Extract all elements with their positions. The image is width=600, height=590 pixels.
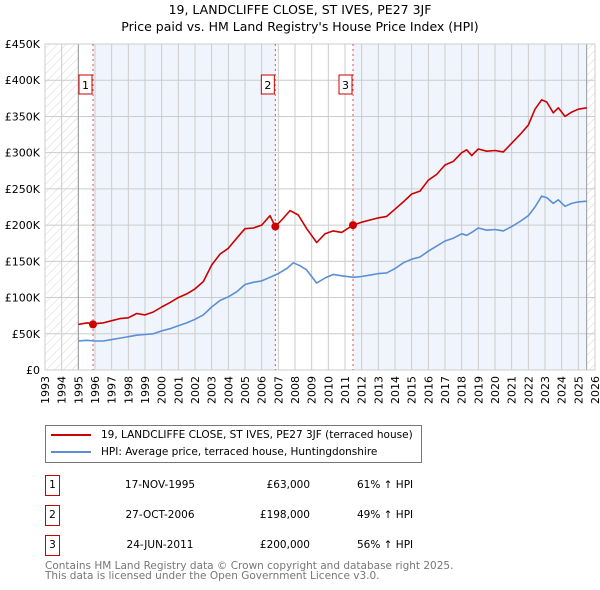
x-tick-label: 2014: [389, 376, 402, 404]
x-tick-label: 2013: [372, 376, 385, 404]
y-tick-label: £50K: [12, 328, 41, 341]
plot-border: [44, 43, 596, 371]
sale-label-box: [260, 74, 275, 95]
sale-label: 1: [82, 79, 89, 92]
sale-date: 27-OCT-2006: [125, 509, 195, 521]
sale-label: 3: [342, 79, 349, 92]
sale-number-badge: 3: [45, 535, 60, 556]
legend-swatch-red: [51, 434, 91, 436]
x-tick-label: 2016: [422, 376, 435, 404]
footer-copyright: Contains HM Land Registry data © Crown c…: [45, 560, 454, 572]
sale-label-box: [338, 74, 353, 95]
x-tick-label: 2003: [206, 376, 219, 404]
legend-item-property: 19, LANDCLIFFE CLOSE, ST IVES, PE27 3JF …: [51, 427, 413, 443]
x-tick-label: 2009: [306, 376, 319, 404]
footer: Contains HM Land Registry data © Crown c…: [45, 560, 454, 582]
y-tick-label: £300K: [5, 147, 41, 160]
sale-date: 24-JUN-2011: [126, 539, 194, 551]
sale-row: 3 24-JUN-2011 £200,000 56% ↑ HPI: [45, 535, 465, 556]
x-tick-label: 2015: [406, 376, 419, 404]
y-tick-label: £150K: [5, 255, 41, 268]
x-tick-label: 2026: [589, 376, 600, 404]
x-tick-label: 2004: [222, 376, 235, 404]
x-tick-label: 2006: [256, 376, 269, 404]
chart-title: 19, LANDCLIFFE CLOSE, ST IVES, PE27 3JF: [168, 2, 432, 17]
x-tick-label: 2010: [322, 376, 335, 404]
sale-hpi-change: 61% ↑ HPI: [357, 479, 414, 491]
x-tick-label: 2019: [472, 376, 485, 404]
x-tick-label: 2007: [272, 376, 285, 404]
sale-price: £63,000: [266, 479, 310, 491]
legend-item-hpi: HPI: Average price, terraced house, Hunt…: [51, 444, 377, 460]
sale-hpi-change: 49% ↑ HPI: [357, 509, 414, 521]
sale-number-badge: 2: [45, 505, 60, 526]
property-price-line: [78, 99, 587, 326]
legend: 19, LANDCLIFFE CLOSE, ST IVES, PE27 3JF …: [45, 425, 422, 463]
x-tick-label: 1996: [89, 376, 102, 404]
x-tick-label: 2020: [489, 376, 502, 404]
sale-row: 1 17-NOV-1995 £63,000 61% ↑ HPI: [45, 475, 465, 496]
sale-price: £200,000: [259, 539, 310, 551]
x-tick-label: 1999: [139, 376, 152, 404]
ownership-band: [353, 44, 587, 370]
legend-swatch-blue: [51, 451, 91, 453]
x-tick-label: 2011: [339, 376, 352, 404]
sale-point: [89, 320, 97, 329]
y-tick-label: £100K: [5, 292, 41, 305]
sale-point: [349, 221, 357, 230]
sale-label-box: [78, 74, 93, 95]
x-tick-label: 2008: [289, 376, 302, 404]
sale-hpi-change: 56% ↑ HPI: [357, 539, 414, 551]
footer-licence: This data is licensed under the Open Gov…: [45, 570, 380, 582]
x-tick-label: 2023: [539, 376, 552, 404]
x-tick-label: 2018: [456, 376, 469, 404]
x-tick-label: 2022: [522, 376, 535, 404]
y-tick-label: £200K: [5, 219, 41, 232]
x-tick-label: 2024: [556, 376, 569, 404]
sale-point: [271, 222, 280, 231]
y-tick-label: £250K: [5, 183, 41, 196]
y-tick-label: £0: [26, 364, 40, 377]
x-tick-label: 2005: [239, 376, 252, 404]
sale-label: 2: [264, 79, 271, 92]
x-tick-label: 2000: [156, 376, 169, 404]
x-tick-label: 1997: [106, 376, 119, 404]
chart-subtitle: Price paid vs. HM Land Registry's House …: [121, 19, 479, 34]
y-tick-label: £400K: [5, 74, 41, 87]
plot-area: 1993 1994 1995 1996 1997 1998 1999 2000 2001 2002…: [5, 38, 600, 404]
x-tick-label: 1993: [39, 376, 52, 404]
sale-date: 17-NOV-1995: [124, 479, 196, 491]
x-tick-label: 2001: [172, 376, 185, 404]
x-tick-label: 2021: [506, 376, 519, 404]
x-tick-label: 1995: [72, 376, 85, 404]
legend-label: HPI: Average price, terraced house, Hunt…: [101, 446, 378, 458]
y-tick-label: £350K: [5, 110, 41, 123]
sale-number-badge: 1: [45, 475, 60, 496]
x-tick-label: 2002: [189, 376, 202, 404]
x-tick-label: 1998: [122, 376, 135, 404]
y-tick-label: £450K: [5, 38, 41, 51]
hpi-line: [78, 195, 587, 342]
no-data-region-right: [586, 44, 595, 370]
x-tick-label: 1994: [56, 376, 69, 404]
x-tick-label: 2017: [439, 376, 452, 404]
legend-label: 19, LANDCLIFFE CLOSE, ST IVES, PE27 3JF …: [101, 429, 413, 441]
x-tick-label: 2025: [572, 376, 585, 404]
ownership-band: [93, 44, 276, 370]
sale-price: £198,000: [259, 509, 310, 521]
sale-row: 2 27-OCT-2006 £198,000 49% ↑ HPI: [45, 505, 465, 526]
x-tick-label: 2012: [356, 376, 369, 404]
